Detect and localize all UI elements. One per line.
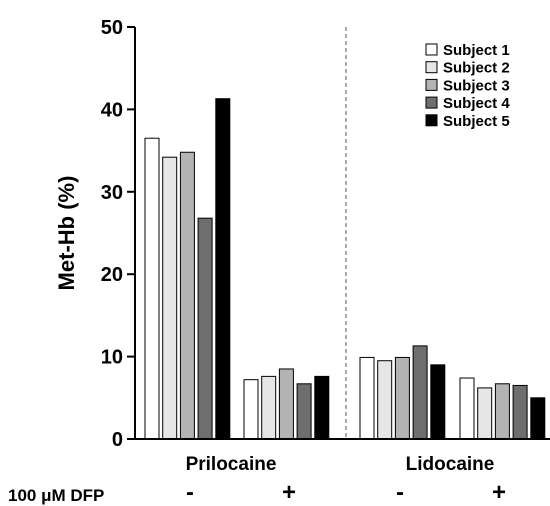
y-tick-label: 0 [112,429,123,451]
bars [144,98,546,440]
y-tick-label: 30 [101,182,123,204]
bar [377,360,393,440]
bar [394,356,410,440]
legend-swatch [425,96,438,109]
bar [261,375,277,440]
legend-label: Subject 4 [443,95,510,112]
y-tick-label: 50 [101,17,123,39]
y-axis-title: Met-Hb (%) [54,176,79,291]
legend-swatch [425,43,438,56]
legend-label: Subject 3 [443,77,510,94]
y-tick-label: 10 [101,347,123,369]
group-label-prilocaine: Prilocaine [186,454,277,475]
bar [296,383,312,440]
bar [412,345,428,440]
legend-swatch [425,78,438,91]
legend-label: Subject 5 [443,113,510,130]
bar [530,397,546,440]
y-tick-label: 20 [101,264,123,286]
condition-label: 100 μM DFP [8,486,104,505]
legend-swatch [425,61,438,74]
legend-swatch [425,114,438,127]
bar [215,98,231,440]
condition-sign-lidocaine-minus: - [396,479,404,506]
bar [477,387,493,440]
bar [278,368,294,440]
bar [314,375,330,440]
bar [494,383,510,440]
bar [512,384,528,440]
bar [359,356,375,440]
group-label-lidocaine: Lidocaine [406,454,495,475]
bar [197,217,213,440]
y-tick-label: 40 [101,99,123,121]
bar [430,364,446,440]
y-axis-ticks: 0 10 20 30 40 50 [101,17,135,451]
legend-label: Subject 2 [443,60,510,77]
legend-label: Subject 1 [443,42,510,59]
condition-sign-lidocaine-plus: + [492,479,506,506]
condition-sign-prilocaine-minus: - [186,479,194,506]
bar [144,137,160,440]
bar [179,151,195,440]
bar [162,156,178,440]
condition-sign-prilocaine-plus: + [282,479,296,506]
bar [243,379,259,440]
bar [459,377,475,440]
